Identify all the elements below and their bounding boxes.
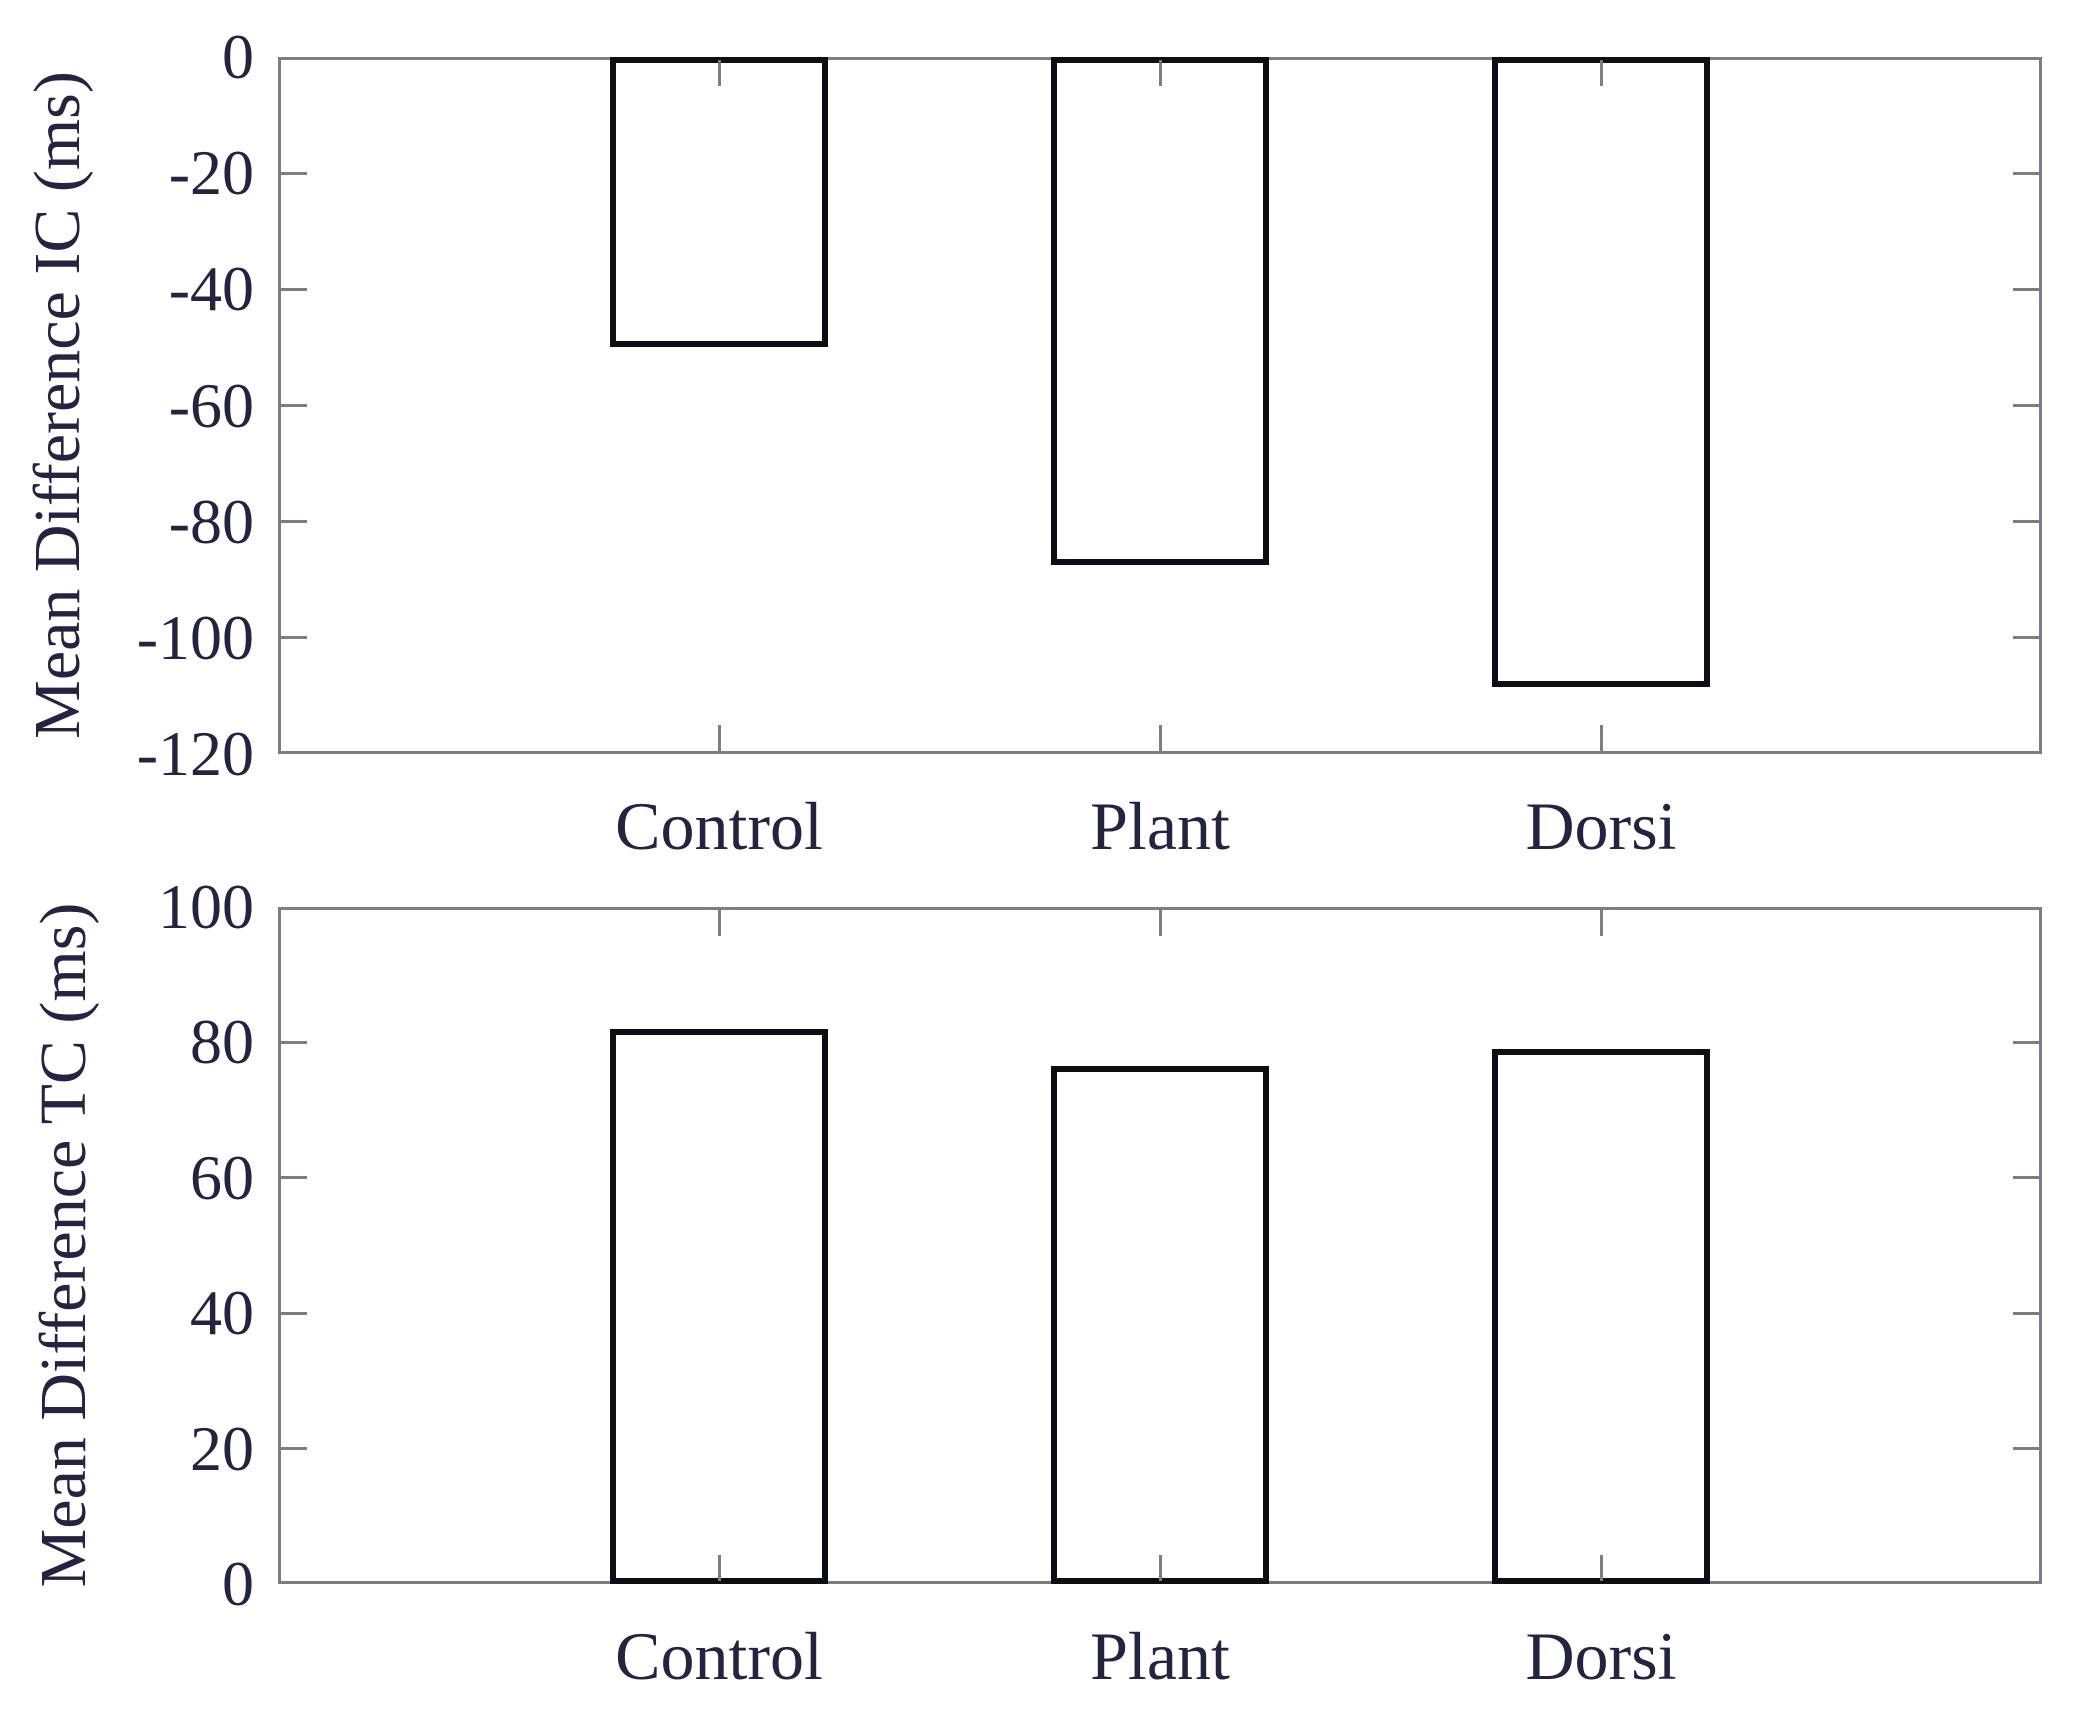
x-tick-mark xyxy=(1599,1555,1603,1581)
x-tick-mark xyxy=(1158,1555,1162,1581)
y-tick-label: -80 xyxy=(168,485,254,557)
y-tick-mark xyxy=(2013,1040,2039,1044)
y-tick-label: -120 xyxy=(136,718,254,789)
y-tick-mark xyxy=(281,520,307,524)
x-tick-mark xyxy=(717,725,721,751)
tc-y-axis-title: Mean Difference TC (ms) xyxy=(27,902,100,1588)
y-tick-mark xyxy=(2013,520,2039,524)
y-tick-mark xyxy=(281,171,307,175)
x-tick-mark xyxy=(717,60,721,86)
x-category-label: Plant xyxy=(1090,1618,1230,1694)
y-tick-mark xyxy=(2013,404,2039,407)
y-tick-mark xyxy=(281,287,307,291)
bar-control xyxy=(609,57,829,348)
y-tick-label: 60 xyxy=(190,1141,254,1213)
y-tick-mark xyxy=(2013,636,2039,640)
y-tick-mark xyxy=(281,1447,307,1451)
y-tick-label: 20 xyxy=(190,1412,254,1484)
y-tick-mark xyxy=(281,636,307,640)
bar-plant xyxy=(1050,57,1270,566)
y-tick-label: 40 xyxy=(190,1277,254,1349)
x-tick-mark xyxy=(1158,60,1162,86)
bar-control xyxy=(609,1028,829,1584)
y-tick-mark xyxy=(2013,1311,2039,1315)
y-tick-label: 0 xyxy=(222,21,254,92)
x-category-label: Dorsi xyxy=(1525,788,1677,864)
y-tick-label: -40 xyxy=(168,253,254,325)
y-tick-label: -60 xyxy=(168,369,254,441)
y-tick-mark xyxy=(281,404,307,407)
y-tick-mark xyxy=(2013,1176,2039,1180)
x-category-label: Dorsi xyxy=(1525,1618,1677,1694)
x-tick-mark xyxy=(1158,910,1162,936)
y-tick-mark xyxy=(2013,287,2039,291)
bar-plant xyxy=(1050,1066,1270,1584)
bar-dorsi xyxy=(1491,1049,1711,1584)
y-tick-label: 100 xyxy=(158,871,254,942)
y-tick-mark xyxy=(281,1311,307,1315)
y-tick-label: -100 xyxy=(136,601,254,673)
y-tick-label: -20 xyxy=(168,137,254,209)
y-tick-mark xyxy=(281,1040,307,1044)
y-tick-label: 80 xyxy=(190,1006,254,1078)
x-category-label: Plant xyxy=(1090,788,1230,864)
x-tick-mark xyxy=(1599,60,1603,86)
x-tick-mark xyxy=(1599,725,1603,751)
x-tick-mark xyxy=(717,910,721,936)
y-tick-label: 0 xyxy=(222,1548,254,1619)
x-category-label: Control xyxy=(615,1618,823,1694)
x-category-label: Control xyxy=(615,788,823,864)
bar-dorsi xyxy=(1491,57,1711,688)
x-tick-mark xyxy=(1158,725,1162,751)
y-tick-mark xyxy=(281,1176,307,1180)
x-tick-mark xyxy=(717,1555,721,1581)
y-tick-mark xyxy=(2013,171,2039,175)
x-tick-mark xyxy=(1599,910,1603,936)
y-tick-mark xyxy=(2013,1447,2039,1451)
